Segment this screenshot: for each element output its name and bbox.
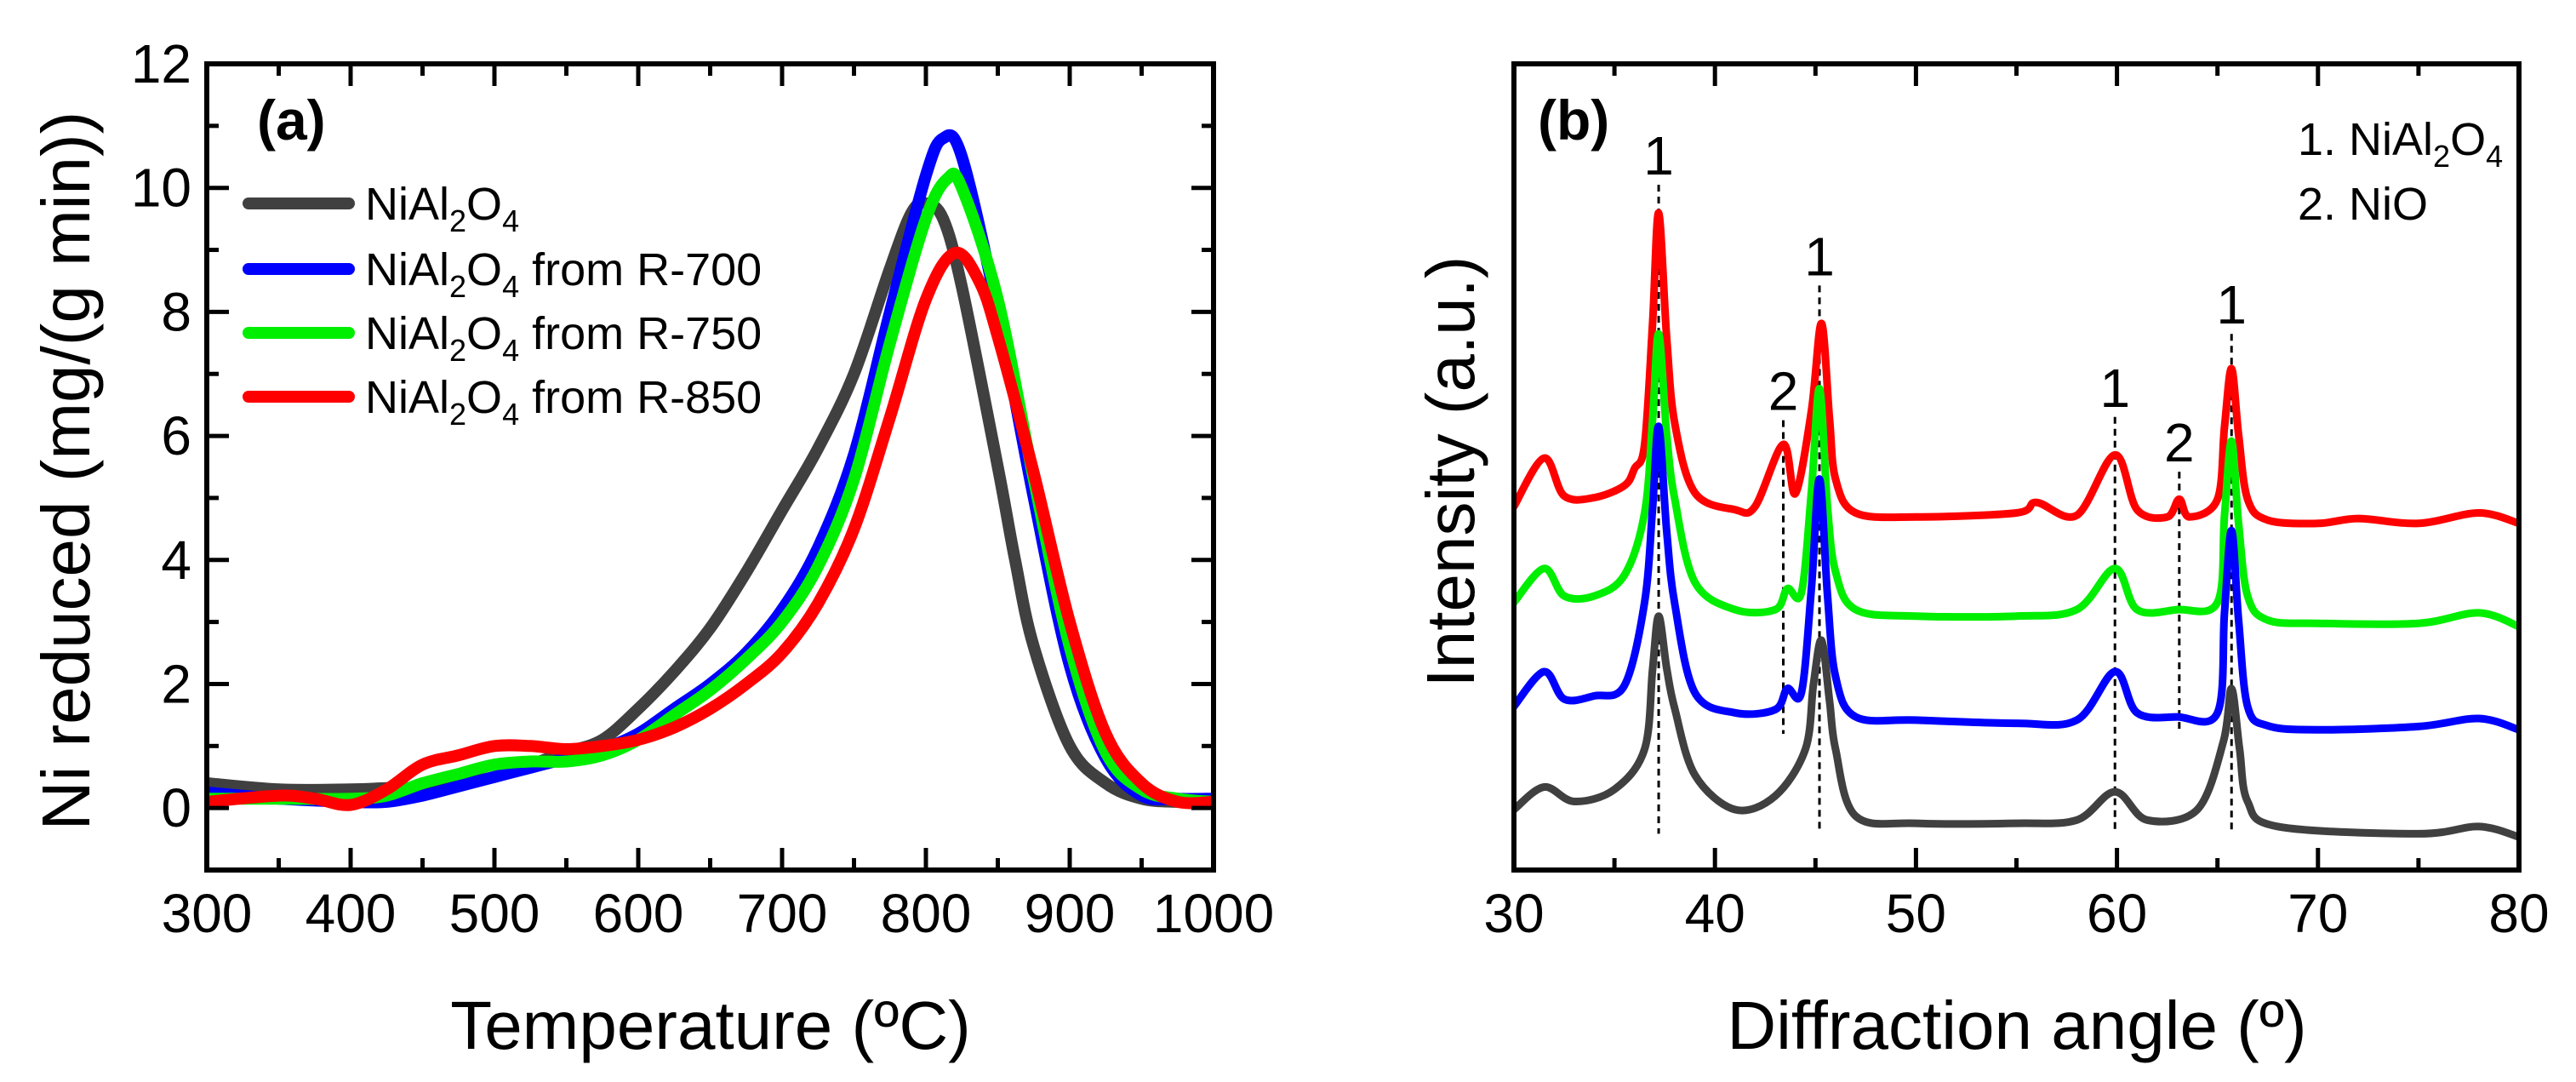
legend-item-3: NiAl2O4 from R-850 — [243, 372, 762, 432]
phase-legend-item-1: 2. NiO — [2298, 179, 2428, 230]
panel-a-curves — [207, 129, 1214, 811]
phase-legend-item-0: 1. NiAl2O4 — [2298, 114, 2503, 174]
legend-subscript: 2 — [449, 333, 466, 368]
legend-label-part: from R-850 — [519, 372, 762, 423]
x-tick-label: 1000 — [1153, 883, 1274, 944]
panel-a-x-axis-title: Temperature (ºC) — [450, 988, 971, 1063]
legend-subscript: 4 — [2486, 139, 2503, 174]
xrd-pattern-1 — [1514, 422, 2519, 734]
panel-b-axes: 30 40 50 60 70 80 — [1483, 61, 2550, 944]
peak-marker-label: 2 — [2164, 412, 2195, 473]
panel-b-y-axis-title: Intensity (a.u.) — [1413, 256, 1488, 688]
y-tick-label: 8 — [161, 281, 191, 342]
legend-label-part: O — [2450, 114, 2486, 165]
legend-label-part: O — [466, 179, 502, 230]
legend-label-part: from R-700 — [519, 244, 762, 295]
legend-label-part: O — [466, 244, 502, 295]
panel-a-axes: 300 400 500 600 700 800 900 1000 0 2 4 6 8 10 12 — [131, 33, 1274, 944]
x-tick-label: 50 — [1886, 883, 1946, 944]
y-tick-label: 6 — [161, 405, 191, 467]
legend-label-part: NiAl — [365, 244, 449, 295]
x-tick-label: 400 — [306, 883, 397, 944]
panel-b-curves — [1514, 209, 2519, 841]
legend-label-part: O — [466, 308, 502, 359]
legend-subscript: 2 — [449, 203, 466, 238]
legend-label-part: NiAl — [365, 179, 449, 230]
legend-subscript: 4 — [502, 203, 519, 238]
legend-label-part: NiAl — [365, 308, 449, 359]
panel-a-y-axis-title: Ni reduced (mg/(g min)) — [28, 112, 104, 831]
y-tick-label: 0 — [161, 777, 191, 839]
legend-subscript: 4 — [502, 269, 519, 304]
legend-subscript: 2 — [2433, 139, 2450, 174]
y-tick-label: 4 — [161, 530, 191, 591]
legend-item-1: NiAl2O4 from R-700 — [243, 244, 762, 304]
legend-item-2: NiAl2O4 from R-750 — [243, 308, 762, 368]
legend-label-part: from R-750 — [519, 308, 762, 359]
legend-label: NiAl2O4 from R-850 — [365, 372, 762, 432]
xrd-pattern-3 — [1514, 209, 2519, 528]
xrd-pattern-0 — [1514, 612, 2519, 841]
legend-label-part: NiAl — [365, 372, 449, 423]
peak-marker-label: 1 — [2216, 274, 2247, 335]
y-tick-label: 2 — [161, 653, 191, 714]
legend-label-part: 1. NiAl — [2298, 114, 2433, 165]
panel-b-x-axis-title: Diffraction angle (º) — [1727, 988, 2306, 1063]
x-tick-label: 900 — [1025, 883, 1116, 944]
legend-label: NiAl2O4 — [365, 179, 519, 238]
x-tick-label: 60 — [2087, 883, 2147, 944]
xrd-pattern-2 — [1514, 329, 2519, 631]
legend-label-part: O — [466, 372, 502, 423]
peak-marker-label: 1 — [1804, 226, 1835, 287]
legend-subscript: 4 — [502, 333, 519, 368]
y-tick-label: 10 — [131, 157, 191, 219]
legend-item-0: NiAl2O4 — [243, 179, 519, 238]
x-tick-label: 300 — [162, 883, 253, 944]
x-tick-label: 40 — [1685, 883, 1745, 944]
panel-a-plot-frame — [204, 61, 1216, 873]
peak-marker-label: 1 — [2099, 358, 2130, 419]
x-tick-label: 500 — [449, 883, 540, 944]
x-tick-label: 30 — [1483, 883, 1544, 944]
panel-b-label: (b) — [1538, 89, 1609, 152]
legend-label: NiAl2O4 from R-700 — [365, 244, 762, 304]
x-tick-label: 80 — [2488, 883, 2549, 944]
legend-subscript: 2 — [449, 397, 466, 432]
x-tick-label: 70 — [2288, 883, 2348, 944]
legend-subscript: 2 — [449, 269, 466, 304]
x-tick-label: 600 — [593, 883, 684, 944]
legend-label-part: 2. NiO — [2298, 179, 2428, 230]
peak-marker-label: 2 — [1768, 361, 1799, 422]
legend-subscript: 4 — [502, 397, 519, 432]
x-tick-label: 800 — [881, 883, 972, 944]
peak-marker-label: 1 — [1643, 125, 1674, 186]
legend-label: NiAl2O4 from R-750 — [365, 308, 762, 368]
series-line-3 — [207, 246, 1214, 811]
panel-a-label: (a) — [257, 89, 326, 152]
y-tick-label: 12 — [131, 33, 191, 94]
panel-a-temperature-programmed-reduction: 300 400 500 600 700 800 900 1000 0 2 4 6 8 10 12 (a) N… — [28, 33, 1274, 1063]
x-tick-label: 700 — [737, 883, 828, 944]
